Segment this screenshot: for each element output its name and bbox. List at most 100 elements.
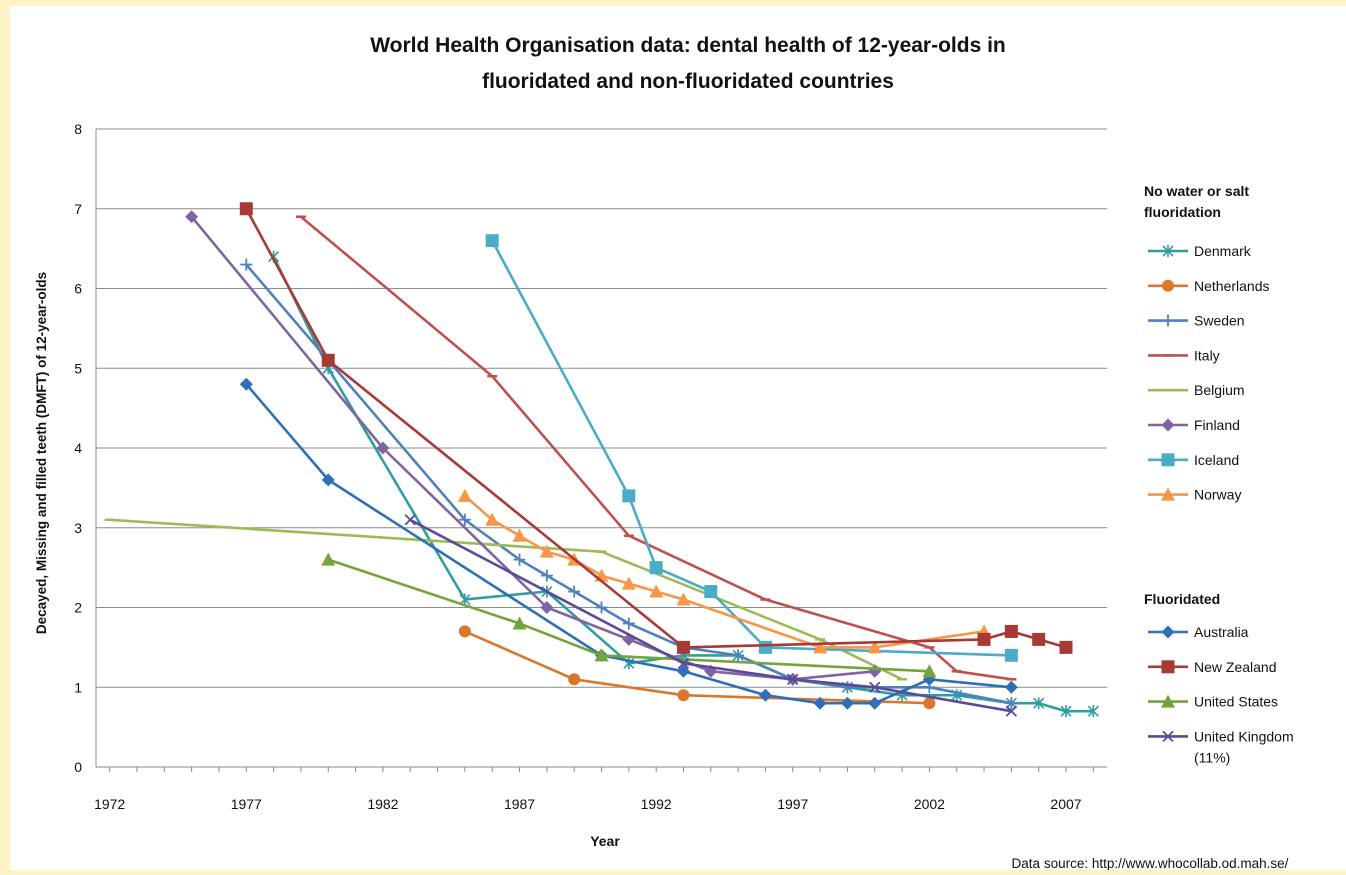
norway-point — [485, 512, 500, 526]
sweden-point — [513, 553, 526, 566]
united-kingdom-11-point — [1005, 705, 1017, 717]
y-tick-label: 8 — [74, 121, 82, 137]
new-zealand-point — [977, 632, 991, 646]
legend-item-netherlands: Netherlands — [1148, 278, 1270, 294]
legend-label: Sweden — [1194, 313, 1245, 329]
x-tick-label: 2002 — [914, 796, 945, 812]
legend-swatch-marker — [1161, 694, 1175, 708]
united-states-point — [594, 648, 609, 662]
australia-point — [676, 664, 690, 678]
belgium-line — [109, 518, 903, 681]
new-zealand-point — [1032, 632, 1046, 646]
united-states-point — [321, 552, 336, 566]
finland-point — [868, 664, 882, 678]
series-united-kingdom-11 — [404, 514, 1017, 717]
australia-point — [758, 688, 772, 702]
chart-panel: World Health Organisation data: dental h… — [10, 6, 1346, 871]
norway-point — [621, 576, 636, 590]
iceland-point — [649, 561, 663, 575]
norway-point — [649, 584, 664, 598]
norway-point — [813, 640, 828, 654]
new-zealand-point — [676, 640, 690, 654]
legend-swatch-marker — [1162, 730, 1174, 743]
legend-item-united-states: United States — [1148, 694, 1278, 710]
australia-point — [321, 473, 335, 487]
legend-item-belgium: Belgium — [1148, 382, 1245, 398]
legend-item-sweden: Sweden — [1148, 313, 1245, 329]
data-source-note: Data source: http://www.whocollab.od.mah… — [1012, 856, 1289, 870]
united-kingdom-11-point — [869, 681, 881, 693]
australia-point — [1004, 680, 1018, 694]
dental-health-line-chart: World Health Organisation data: dental h… — [34, 34, 1294, 871]
y-tick-labels: 0 1 2 3 4 5 6 7 8 — [74, 121, 82, 775]
new-zealand-point — [1004, 624, 1018, 638]
x-tick-label: 1997 — [777, 796, 808, 812]
norway-point — [539, 544, 554, 558]
legend-item-norway: Norway — [1148, 487, 1241, 503]
australia-point — [813, 696, 827, 710]
legend-item-united-kingdom-11: United Kingdom (11%) — [1148, 728, 1294, 765]
legend-label: United States — [1194, 694, 1278, 710]
x-tick-label: 1977 — [231, 796, 262, 812]
netherlands-line — [464, 630, 930, 705]
x-tick-label: 1982 — [367, 796, 398, 812]
united-states-point — [922, 664, 937, 678]
axes — [95, 129, 1107, 772]
norway-line — [464, 494, 985, 649]
legend-swatch-marker — [1161, 660, 1175, 674]
australia-point — [840, 696, 854, 710]
y-axis-label: Decayed, Missing and filled teeth (DMFT)… — [34, 272, 49, 634]
legend-swatch-marker — [1162, 279, 1174, 292]
legend-item-italy: Italy — [1148, 347, 1220, 363]
legend-label: Denmark — [1194, 243, 1252, 259]
legend-swatch-marker — [1162, 314, 1174, 327]
norway-point — [512, 528, 527, 542]
legend-item-finland: Finland — [1148, 417, 1240, 433]
iceland-point — [1004, 648, 1018, 662]
series-lines — [104, 202, 1099, 718]
iceland-point — [622, 489, 636, 503]
legend: No water or salt fluoridation Denmark Nethe… — [1144, 183, 1294, 765]
legend-swatch-marker — [1161, 453, 1175, 467]
legend-label: Australia — [1194, 624, 1249, 640]
iceland-line — [491, 239, 1012, 657]
sweden-line — [245, 263, 1012, 705]
y-tick-label: 7 — [74, 201, 82, 217]
finland-point — [185, 210, 199, 224]
x-tick-label: 1992 — [641, 796, 672, 812]
norway-point — [867, 640, 882, 654]
norway-point — [676, 592, 691, 606]
x-tick-label: 2007 — [1050, 796, 1081, 812]
iceland-point — [704, 585, 718, 599]
australia-point — [868, 696, 882, 710]
series-united-states — [321, 552, 937, 678]
legend-label: New Zealand — [1194, 659, 1277, 675]
legend-item-new-zealand: New Zealand — [1148, 659, 1277, 675]
y-tick-label: 6 — [74, 281, 82, 297]
netherlands-point — [923, 697, 936, 710]
chart-title-line-1: World Health Organisation data: dental h… — [370, 34, 1006, 57]
legend-swatch-marker — [1161, 625, 1175, 639]
series-netherlands — [458, 625, 936, 710]
y-tick-label: 4 — [74, 440, 82, 456]
series-belgium — [104, 518, 908, 681]
legend-label: Iceland — [1194, 452, 1239, 468]
x-axis-label: Year — [590, 833, 620, 849]
australia-point — [239, 377, 253, 391]
y-tick-label: 0 — [74, 759, 82, 775]
legend-label: Norway — [1194, 487, 1241, 503]
y-gridlines — [96, 128, 1107, 768]
sweden-point — [240, 258, 253, 271]
series-italy — [295, 215, 1017, 681]
legend-item-australia: Australia — [1148, 624, 1249, 640]
iceland-point — [758, 640, 772, 654]
series-new-zealand — [239, 202, 1073, 654]
sweden-point — [568, 585, 581, 598]
new-zealand-point — [1059, 640, 1073, 654]
iceland-point — [485, 234, 499, 248]
legend-label: United Kingdom — [1194, 728, 1294, 744]
legend-label: Netherlands — [1194, 278, 1270, 294]
series-australia — [239, 377, 1018, 710]
y-tick-label: 5 — [74, 360, 82, 376]
